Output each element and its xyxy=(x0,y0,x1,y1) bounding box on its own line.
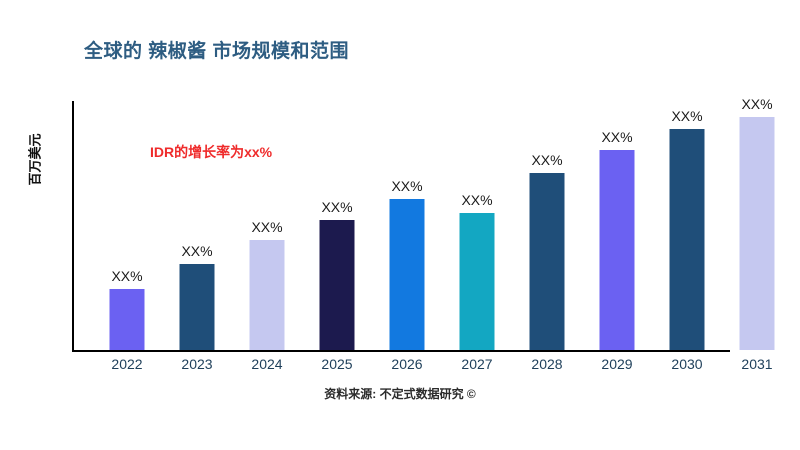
bar-value-label: XX% xyxy=(251,219,283,235)
y-axis-label: 百万美元 xyxy=(27,133,43,186)
bar-value-label: XX% xyxy=(321,199,353,215)
bar-value-label: XX% xyxy=(601,129,633,145)
page-title: 全球的 辣椒酱 市场规模和范围 xyxy=(84,41,350,62)
x-axis-tick: 2027 xyxy=(461,356,493,372)
y-axis-line xyxy=(72,101,74,352)
x-axis-tick: 2026 xyxy=(391,356,423,372)
x-axis-tick: 2031 xyxy=(741,356,773,372)
bar[interactable]: XX% xyxy=(599,129,635,350)
x-axis-tick: 2024 xyxy=(251,356,283,372)
bar[interactable]: XX% xyxy=(669,108,705,350)
bar-value-label: XX% xyxy=(531,152,563,168)
bar-value-label: XX% xyxy=(671,108,703,124)
x-axis-tick-labels: 2022 2023 2024 2025 2026 2027 2028 2029 2030 2031 xyxy=(72,356,772,380)
bar[interactable]: XX% xyxy=(529,152,565,350)
growth-rate-annotation: IDR的增长率为xx% xyxy=(150,144,273,160)
x-axis-tick: 2022 xyxy=(111,356,143,372)
bar-value-label: XX% xyxy=(391,178,423,194)
x-axis-tick: 2025 xyxy=(321,356,353,372)
x-axis-tick: 2029 xyxy=(601,356,633,372)
source-caption: 资料来源: 不定式数据研究 © xyxy=(324,387,476,401)
x-axis-tick: 2028 xyxy=(531,356,563,372)
x-axis-tick: 2030 xyxy=(671,356,703,372)
bar[interactable]: XX% xyxy=(459,192,495,350)
x-axis-tick: 2023 xyxy=(181,356,213,372)
plot-area: IDR的增长率为xx% XX% XX% XX% XX% XX% XX% XX% XX% XX% X… xyxy=(72,96,775,352)
bar[interactable]: XX% xyxy=(319,199,355,350)
bar-value-label: XX% xyxy=(741,96,773,112)
bar[interactable]: XX% xyxy=(249,219,285,350)
bar[interactable]: XX% xyxy=(179,243,215,350)
bar[interactable]: XX% xyxy=(739,96,775,350)
bar[interactable]: XX% xyxy=(109,268,145,350)
x-axis-line xyxy=(72,350,730,352)
bar-value-label: XX% xyxy=(461,192,493,208)
bar-value-label: XX% xyxy=(181,243,213,259)
bar-value-label: XX% xyxy=(111,268,143,284)
bar-series: XX% XX% XX% XX% XX% XX% XX% XX% XX% XX% xyxy=(72,96,775,352)
bar[interactable]: XX% xyxy=(389,178,425,350)
